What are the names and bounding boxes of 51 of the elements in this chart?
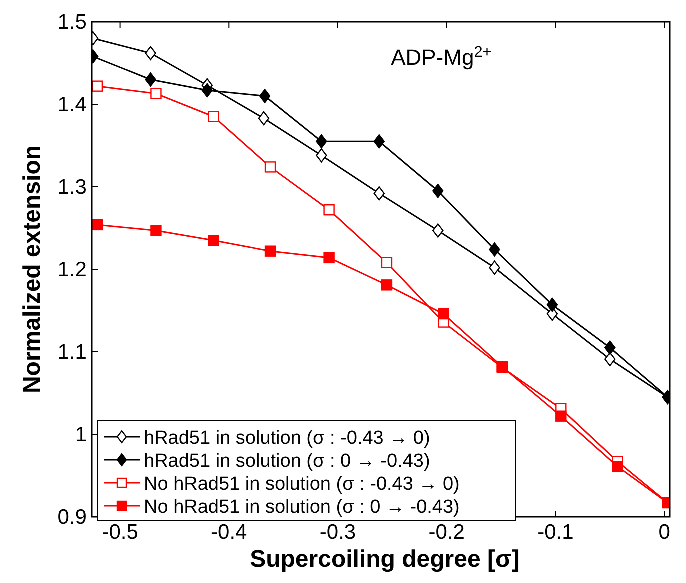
point <box>150 225 162 236</box>
point <box>264 162 276 173</box>
point <box>489 242 500 257</box>
point <box>202 83 213 98</box>
x-tick-label: -0.1 <box>538 521 574 544</box>
point <box>208 235 220 246</box>
x-tick-label: -0.3 <box>320 521 356 544</box>
y-tick-label: 1.4 <box>58 94 88 116</box>
x-tick-label: -0.5 <box>102 521 138 544</box>
point <box>324 252 335 264</box>
point <box>432 224 444 238</box>
legend-label: No hRad51 in solution (σ : -0.43 → 0) <box>144 474 460 495</box>
point <box>92 80 104 92</box>
point <box>316 148 328 163</box>
point <box>612 461 624 472</box>
point <box>258 111 270 126</box>
text: ADP-Mg$^{2+}$ <box>391 44 492 70</box>
point <box>556 410 567 422</box>
y-tick-label: 1.1 <box>58 341 87 364</box>
y-tick-label: 0.9 <box>58 506 87 529</box>
point <box>381 257 393 268</box>
y-tick-label: 1 <box>75 424 87 446</box>
y-tick-label: 1.5 <box>58 11 87 34</box>
point <box>374 186 385 201</box>
x-tick-label: -0.4 <box>211 521 248 544</box>
point <box>264 246 276 257</box>
point <box>150 88 162 100</box>
y-tick-label: 1.3 <box>58 176 87 199</box>
point <box>604 340 616 355</box>
x-tick-label: -0.2 <box>428 521 465 544</box>
point <box>381 280 393 291</box>
point <box>259 89 271 104</box>
point <box>145 72 156 87</box>
point <box>604 352 616 367</box>
point <box>432 184 444 198</box>
point <box>208 111 220 122</box>
point <box>316 134 328 149</box>
point <box>374 134 385 149</box>
point <box>438 308 450 320</box>
point <box>546 298 558 312</box>
y-tick-label: 1.2 <box>58 258 87 282</box>
point <box>324 204 335 216</box>
x-tick-label: 0 <box>658 521 670 544</box>
x-axis-title: Supercoiling degree [σ] <box>250 546 520 573</box>
y-axis-title: Normalized extension <box>19 145 46 394</box>
point <box>92 219 104 231</box>
legend-label: hRad51 in solution (σ : -0.43 → 0) <box>144 428 430 449</box>
legend-label: No hRad51 in solution (σ : 0 → -0.43) <box>144 497 460 518</box>
point <box>145 46 156 60</box>
legend-label: hRad51 in solution (σ : 0 → -0.43) <box>144 451 430 472</box>
point <box>489 260 500 275</box>
